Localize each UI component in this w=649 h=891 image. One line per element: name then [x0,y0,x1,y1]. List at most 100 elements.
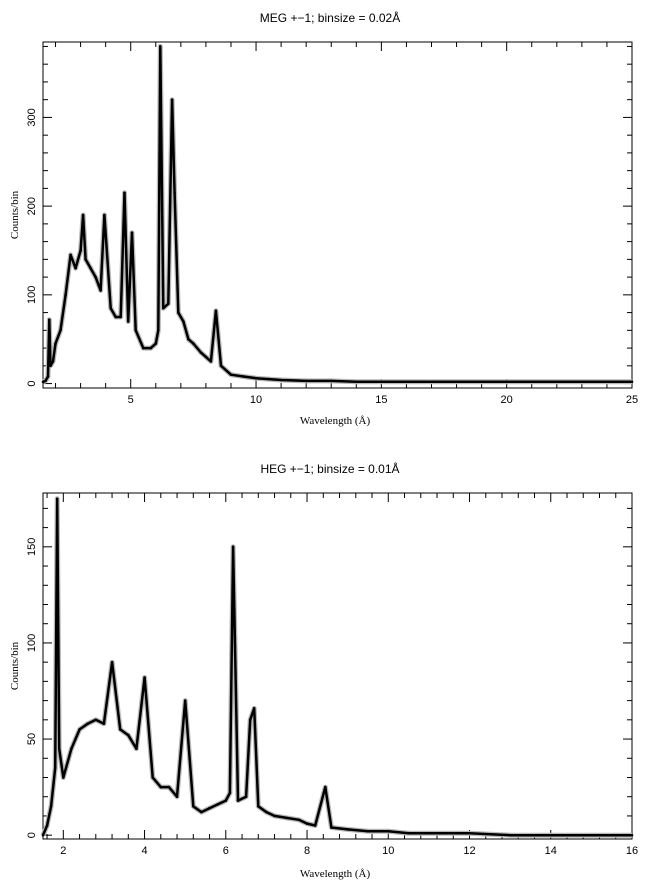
heg-data-point [387,830,390,833]
meg-data-point [84,258,87,261]
meg-data-point [149,346,153,350]
heg-data-point [313,824,317,827]
meg-data-point [229,373,233,377]
meg-data-point [329,379,333,383]
meg-y-tick-label: 100 [26,286,38,304]
heg-data-point [330,826,333,829]
heg-chart: HEG +−1; binsize = 0.01Å 2 4 6 8 10 12 14 16 0 5… [9,461,638,880]
heg-data-point [70,747,73,750]
heg-x-tick-label: 16 [626,845,638,857]
heg-data-point [49,805,53,808]
heg-data-point [297,818,301,822]
heg-data-point [78,728,81,731]
meg-plot-frame [42,41,633,389]
heg-x-axis-label: Wavelength (Å) [300,868,371,880]
meg-data-point [159,45,162,48]
meg-data-point [59,329,62,332]
heg-data-point [175,795,179,798]
meg-data-point [130,231,134,234]
heg-data-point [252,707,256,710]
heg-x-tick-label: 12 [463,845,475,857]
heg-data-point [41,833,45,837]
meg-error-band [42,43,632,385]
meg-y-tick-label: 200 [26,197,38,215]
heg-x-tick-label: 14 [545,845,557,857]
meg-data-point [64,293,67,297]
meg-x-tick-label: 25 [626,394,638,406]
meg-chart-title: MEG +−1; binsize = 0.02Å [260,10,400,25]
heg-data-point [427,831,431,835]
meg-data-point [214,309,218,313]
heg-data-point [216,803,219,806]
heg-y-tick-label: 150 [26,538,38,556]
meg-data-point [199,351,203,354]
meg-data-point [242,375,245,378]
meg-chart: MEG +−1; binsize = 0.02Å 5 10 15 20 25 0 100 2… [9,10,638,427]
meg-data-point [304,379,308,383]
heg-y-tick-label: 100 [26,634,38,652]
meg-data-point [630,380,634,384]
heg-data-point [102,722,106,725]
meg-data-point [54,342,57,345]
meg-x-axis-label: Wavelength (Å) [300,415,371,427]
heg-series [40,496,634,838]
heg-data-point [57,747,61,750]
meg-data-point [505,380,509,384]
heg-data-point [151,776,154,779]
meg-data-point [44,379,47,383]
heg-data-point [305,822,309,825]
heg-data-point [86,722,89,725]
meg-data-point [142,346,145,350]
heg-data-point [231,545,235,549]
heg-data-point [45,824,49,827]
heg-data-point [118,728,122,731]
meg-data-point [46,375,50,378]
meg-data-point [154,342,158,345]
meg-data-point [94,275,97,279]
heg-data-point [192,805,195,808]
heg-y-tick-label: 0 [26,832,38,838]
meg-data-point [267,377,270,381]
meg-data-point [51,360,55,363]
heg-data-point [183,699,187,702]
heg-data-point [236,799,240,802]
meg-x-ticks: 5 10 15 20 25 [55,42,638,406]
heg-data-point [324,785,327,789]
heg-x-tick-label: 10 [382,845,394,857]
heg-data-point [53,766,57,770]
meg-data-point [204,355,208,359]
meg-data-point [114,315,117,319]
meg-y-tick-label: 300 [26,108,38,126]
heg-x-tick-label: 8 [304,845,310,857]
heg-data-point [159,785,163,789]
meg-data-point [99,289,102,292]
meg-y-axis-label: Counts/bin [9,190,21,239]
heg-plot-frame [42,492,633,840]
meg-x-tick-label: 10 [250,394,262,406]
meg-x-tick-label: 20 [501,394,513,406]
meg-data-point [430,380,433,384]
meg-x-tick-label: 15 [375,394,387,406]
meg-data-point [173,191,176,195]
heg-data-point [273,814,276,818]
heg-data-point [62,776,65,779]
meg-data-point [69,253,72,257]
meg-data-point [170,98,174,101]
heg-data-point [167,785,171,789]
heg-data-point [549,833,553,837]
meg-data-point [48,318,51,322]
heg-data-point [257,805,260,808]
heg-spectrum-line [41,497,632,837]
meg-data-point [109,306,112,310]
meg-data-point [355,380,358,384]
meg-data-point [74,266,77,270]
meg-data-point [279,378,283,382]
meg-data-point [162,306,165,310]
meg-data-point [103,213,106,217]
meg-data-point [89,266,92,270]
meg-data-point [187,337,190,341]
heg-data-point [508,833,512,837]
heg-data-point [265,810,268,814]
meg-data-point [157,329,160,332]
